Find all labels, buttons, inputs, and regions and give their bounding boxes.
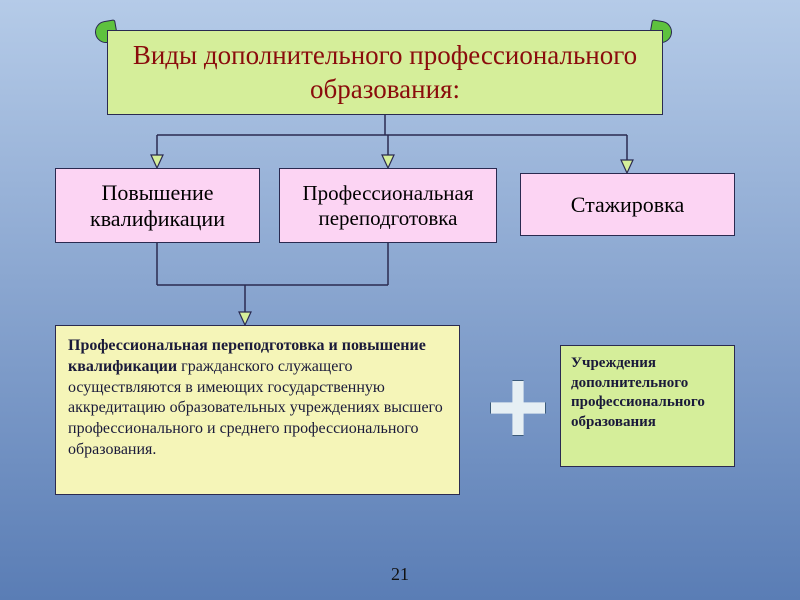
description-text: Профессиональная переподготовка и повыше… [68,336,447,461]
node-professional-retraining: Профессиональная переподготовка [279,168,497,243]
node-internship: Стажировка [520,173,735,236]
node-label: Стажировка [571,192,685,218]
institutions-box: Учреждения дополнительного профессиональ… [560,345,735,467]
diagram-title: Виды дополнительного профессионального о… [107,30,663,115]
page-number: 21 [0,564,800,585]
node-label: Повышение квалификации [64,180,251,232]
diagram-title-text: Виды дополнительного профессионального о… [116,39,654,107]
node-qualification-upgrade: Повышение квалификации [55,168,260,243]
institutions-text: Учреждения дополнительного профессиональ… [571,354,724,432]
plus-icon [490,380,546,436]
node-label: Профессиональная переподготовка [288,181,488,231]
description-box: Профессиональная переподготовка и повыше… [55,325,460,495]
